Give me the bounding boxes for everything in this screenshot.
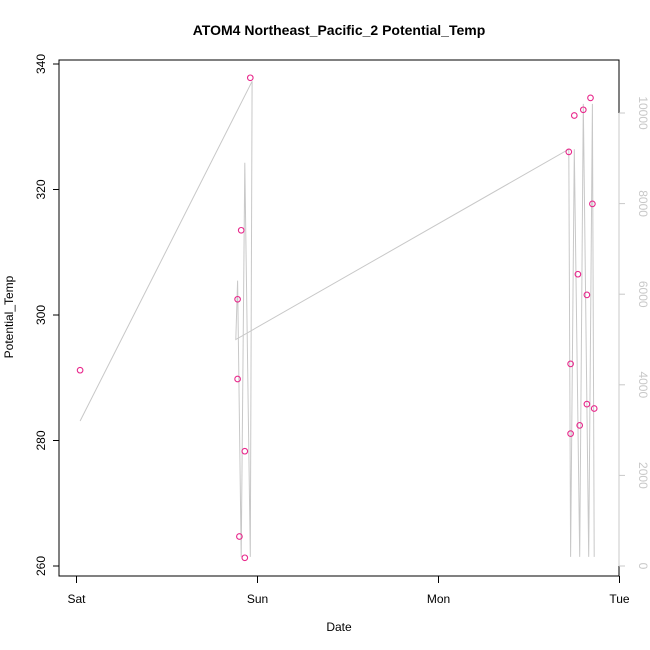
data-point-6 bbox=[241, 554, 249, 562]
y-tick-label-280: 280 bbox=[34, 430, 48, 450]
x-tick-label-sat: Sat bbox=[67, 592, 86, 606]
y-tick-label-300: 300 bbox=[34, 305, 48, 325]
x-tick-label-tue: Tue bbox=[609, 592, 630, 606]
data-point-10 bbox=[567, 430, 574, 437]
y2-tick-label-4000: 4000 bbox=[636, 371, 650, 398]
x-axis-label: Date bbox=[326, 620, 352, 634]
data-point-11 bbox=[570, 112, 578, 119]
y-tick-label-340: 340 bbox=[34, 54, 48, 74]
x-tick-label-sun: Sun bbox=[247, 592, 268, 606]
y2-tick-label-8000: 8000 bbox=[636, 190, 650, 217]
data-point-18 bbox=[589, 200, 596, 208]
y2-tick-label-10000: 10000 bbox=[636, 96, 650, 130]
y-axis-label: Potential_Temp bbox=[2, 275, 16, 358]
data-point-19 bbox=[590, 405, 598, 412]
data-point-3 bbox=[236, 533, 243, 540]
data-point-17 bbox=[587, 94, 594, 102]
y2-tick-label-6000: 6000 bbox=[636, 281, 650, 308]
y-tick-label-260: 260 bbox=[34, 556, 48, 576]
data-point-7 bbox=[246, 74, 254, 82]
data-point-0 bbox=[76, 366, 84, 374]
data-point-9 bbox=[567, 360, 574, 368]
data-point-5 bbox=[241, 447, 249, 455]
data-point-15 bbox=[583, 291, 591, 299]
y-tick-label-320: 320 bbox=[34, 179, 48, 199]
plot-frame bbox=[58, 59, 620, 577]
x-tick-label-mon: Mon bbox=[427, 592, 450, 606]
data-point-2 bbox=[234, 375, 241, 383]
y2-tick-label-2000: 2000 bbox=[636, 462, 650, 489]
chart-title: ATOM4 Northeast_Pacific_2 Potential_Temp bbox=[193, 22, 486, 38]
data-point-14 bbox=[579, 106, 587, 114]
data-point-16 bbox=[583, 400, 591, 408]
data-point-13 bbox=[576, 422, 584, 429]
plot-area bbox=[76, 74, 598, 562]
y2-tick-label-0: 0 bbox=[636, 563, 650, 570]
data-point-4 bbox=[237, 226, 245, 234]
series-line-secondary bbox=[79, 81, 595, 557]
axes: 260 280 300 320 340 0 2000 4000 6000 8000 10000 Sat… bbox=[34, 54, 650, 606]
data-point-1 bbox=[234, 295, 241, 303]
data-point-12 bbox=[574, 270, 582, 278]
data-point-8 bbox=[565, 148, 573, 156]
